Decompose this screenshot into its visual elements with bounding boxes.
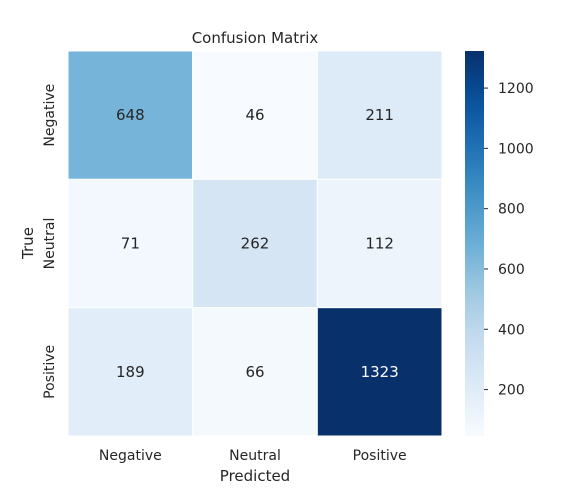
chart-title: Confusion Matrix <box>192 29 319 47</box>
colorbar-ticks: 200 400 600 800 1000 1200 <box>484 81 534 399</box>
x-tick-label: Positive <box>353 448 407 464</box>
heatmap-cell <box>67 307 194 437</box>
y-tick-label: Positive <box>42 345 58 399</box>
y-axis-label: True <box>19 227 37 260</box>
heatmap-cell <box>192 178 318 309</box>
cell-value-label: 189 <box>116 363 145 381</box>
cell-value-label: 211 <box>365 106 394 124</box>
cell-value-label: 112 <box>365 235 394 253</box>
cell-value-label: 262 <box>241 235 270 253</box>
cell-value-label: 648 <box>116 106 145 124</box>
colorbar-tick-label: 800 <box>498 202 525 218</box>
x-tick-labels: Negative Neutral Positive <box>99 448 407 464</box>
heatmap-cell <box>192 50 318 180</box>
cell-value-label: 66 <box>245 363 264 381</box>
x-tick-label: Neutral <box>229 448 281 464</box>
cell-value-label: 46 <box>245 106 264 124</box>
heatmap-cell <box>67 50 194 180</box>
x-axis-label: Predicted <box>220 467 290 485</box>
y-tick-label: Negative <box>42 84 58 147</box>
colorbar-tick-label: 1200 <box>498 81 534 97</box>
x-tick-label: Negative <box>99 448 162 464</box>
heatmap-cells: 648 46 211 71 262 112 189 66 1323 <box>67 50 443 437</box>
heatmap-cell <box>192 307 318 437</box>
heatmap-cell <box>67 178 194 309</box>
colorbar-tick-label: 400 <box>498 322 525 338</box>
heatmap-cell <box>316 307 443 437</box>
cell-value-label: 71 <box>121 235 140 253</box>
y-tick-label: Neutral <box>42 218 58 270</box>
y-tick-labels: Negative Neutral Positive <box>42 84 58 399</box>
colorbar-tick-label: 600 <box>498 262 525 278</box>
colorbar <box>465 51 484 436</box>
heatmap-cell <box>316 50 443 180</box>
heatmap-cell <box>316 178 443 309</box>
colorbar-tick-label: 200 <box>498 383 525 399</box>
colorbar-tick-label: 1000 <box>498 141 534 157</box>
cell-value-label: 1323 <box>361 363 399 381</box>
